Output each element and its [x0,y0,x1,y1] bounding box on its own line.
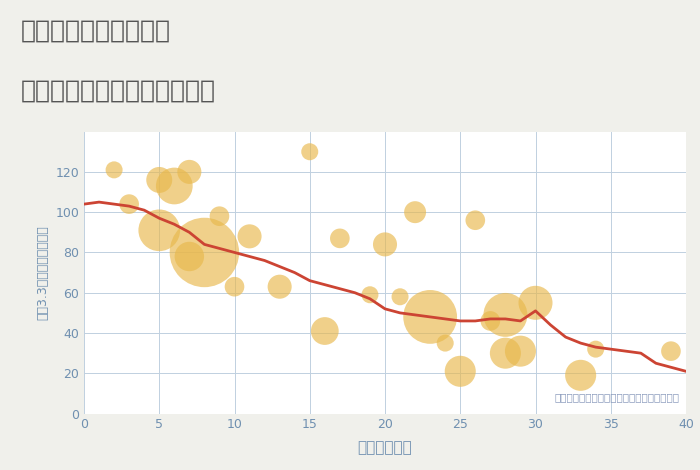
Point [455,368,466,375]
Point [530,299,541,306]
Point [665,347,676,355]
Point [199,249,210,256]
Point [108,166,120,173]
Point [154,227,165,234]
Point [183,253,195,260]
Point [410,208,421,216]
Point [379,241,391,248]
Point [274,283,286,290]
Y-axis label: 坪（3.3㎡）単価（万円）: 坪（3.3㎡）単価（万円） [36,225,50,320]
Point [515,347,526,355]
Text: 三重県四日市市川北町: 三重県四日市市川北町 [21,19,171,43]
Point [500,349,511,357]
Point [244,233,256,240]
Point [229,283,240,290]
Point [440,339,451,347]
X-axis label: 築年数（年）: 築年数（年） [358,440,412,455]
Point [590,345,601,353]
Text: 築年数別中古マンション価格: 築年数別中古マンション価格 [21,78,216,102]
Point [319,327,330,335]
Point [169,182,180,190]
Point [335,235,346,242]
Point [214,212,225,220]
Point [424,313,435,321]
Point [183,168,195,176]
Text: 円の大きさは、取引のあった物件面積を示す: 円の大きさは、取引のあった物件面積を示す [555,392,680,402]
Point [364,291,375,298]
Point [395,293,406,300]
Point [470,217,481,224]
Point [484,317,496,325]
Point [123,200,134,208]
Point [154,176,165,184]
Point [575,372,587,379]
Point [304,148,315,156]
Point [500,311,511,319]
